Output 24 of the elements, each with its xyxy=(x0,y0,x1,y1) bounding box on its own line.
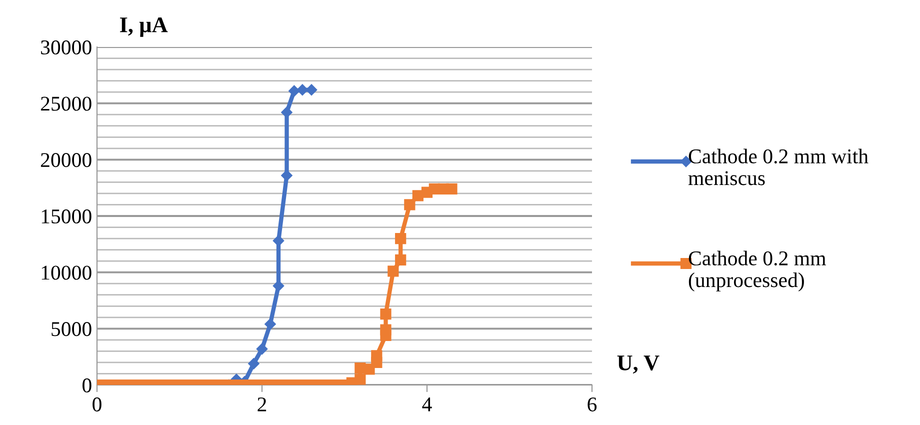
legend-label: Cathode 0.2 mm (unprocessed) xyxy=(688,250,826,292)
x-axis-title: U, V xyxy=(617,356,660,374)
y-tick-label: 30000 xyxy=(41,40,92,54)
point xyxy=(395,254,406,266)
x-tick-label: 6 xyxy=(588,397,597,412)
point xyxy=(388,266,399,277)
x-tick-label: 4 xyxy=(422,398,432,412)
point xyxy=(281,106,292,118)
y-tick-label: 20000 xyxy=(40,153,92,168)
point xyxy=(395,232,406,244)
y-tick-label: 10000 xyxy=(42,266,92,280)
x-tick-label: 0 xyxy=(92,397,102,412)
y-tick-label: 5000 xyxy=(52,322,92,336)
point xyxy=(412,190,424,202)
x-tick-label: 2 xyxy=(258,397,266,412)
point xyxy=(446,183,458,195)
y-tick-label: 15000 xyxy=(42,209,92,224)
point xyxy=(288,85,300,97)
y-tick-label: 25000 xyxy=(40,96,92,111)
point xyxy=(404,199,416,210)
legend-label: Cathode 0.2 mm with meniscus xyxy=(688,148,868,186)
y-axis-title: I, µA xyxy=(120,17,168,37)
point xyxy=(272,235,284,246)
y-tick-label: 0 xyxy=(82,378,92,392)
